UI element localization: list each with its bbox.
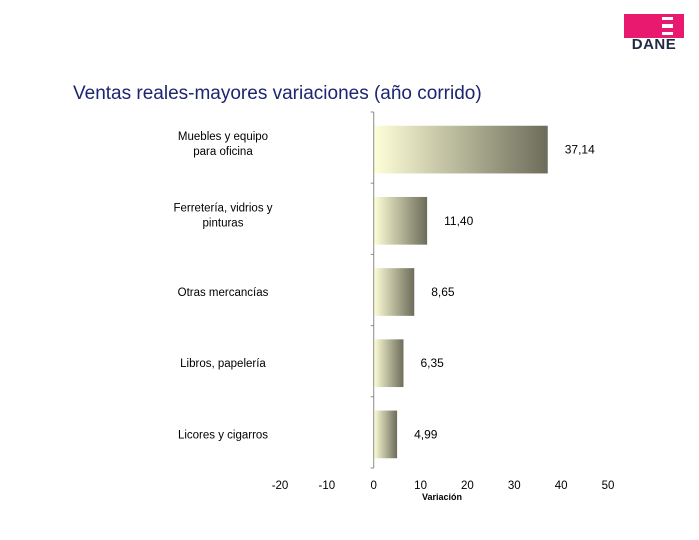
category-label-0-1: para oficina [193,146,253,158]
dane-logo-mark-icon [624,14,684,38]
dane-logo-text: DANE [631,36,677,53]
category-label-0-0: Muebles y equipo [178,131,268,143]
x-tick-label-4: 20 [461,480,474,492]
bar-3 [373,339,404,388]
x-tick-label-1: -10 [319,480,336,492]
bar-1 [373,196,428,245]
category-label-4-0: Licores y cigarros [178,429,268,441]
value-label-3: 6,35 [420,356,444,370]
category-label-3-0: Libros, papelería [180,358,266,370]
category-label-2-0: Otras mercancías [178,287,269,299]
category-label-1-1: pinturas [203,217,244,229]
value-label-0: 37,14 [565,143,595,157]
x-tick-label-0: -20 [272,480,289,492]
bar-4 [373,410,398,459]
x-tick-label-2: 0 [371,480,377,492]
x-tick-label-7: 50 [602,480,615,492]
dane-logo: DANE [624,14,684,52]
x-tick-label-3: 10 [414,480,427,492]
x-tick-label-6: 40 [555,480,568,492]
x-tick-label-5: 30 [508,480,521,492]
value-label-1: 11,40 [444,214,473,228]
bar-0 [373,125,548,174]
value-label-4: 4,99 [414,427,438,441]
category-label-1-0: Ferretería, vidrios y [173,202,272,214]
value-label-2: 8,65 [431,285,455,299]
x-axis-title: Variación [422,492,462,502]
bar-2 [373,268,415,316]
chart-title: Ventas reales-mayores variaciones (año c… [73,83,482,104]
